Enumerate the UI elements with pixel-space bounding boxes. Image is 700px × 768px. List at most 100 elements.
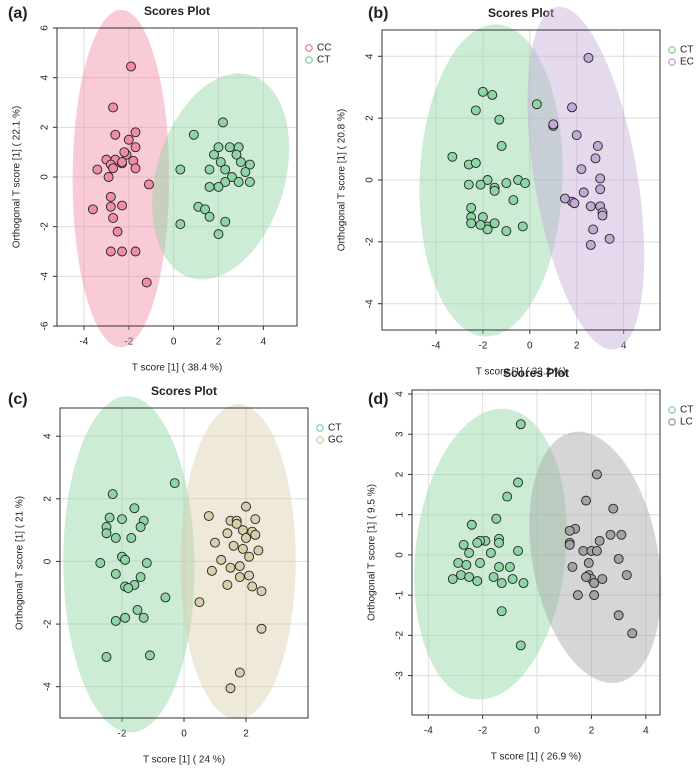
data-point [489,218,500,229]
data-point [141,558,152,568]
data-point [513,545,524,556]
chart-title: Scores Plot [144,4,210,18]
data-point [213,142,224,153]
data-point [144,179,154,190]
data-point [470,105,481,116]
data-point [517,221,528,232]
data-point [507,574,518,584]
data-point [204,211,215,222]
data-point [235,157,246,168]
data-point [494,114,505,125]
data-point [108,163,119,174]
data-point [222,528,233,539]
data-point [204,164,215,175]
data-point [482,224,493,235]
data-point [595,173,606,184]
confidence-ellipse [72,9,170,348]
data-point [244,177,255,187]
data-point [458,539,469,550]
data-point [597,210,608,221]
data-point [487,89,498,100]
x-axis-label: T score [1] ( 33.2 %) [476,367,566,378]
x-tick-label: 4 [261,337,267,348]
data-point [200,204,210,215]
data-point [591,545,602,556]
panel-label: (d) [368,391,388,408]
data-point [531,99,542,110]
x-axis-label: T score [1] ( 38.4 %) [132,363,222,374]
data-point [107,489,118,500]
y-tick-label: 3 [395,431,406,437]
data-point [135,522,146,532]
legend-label: EC [680,57,694,68]
data-point [496,141,507,151]
data-point [123,583,134,594]
data-point [241,532,251,543]
y-tick-label: 2 [365,115,376,121]
data-point [560,193,570,204]
data-point [508,195,519,206]
data-point [228,540,239,551]
data-point [588,224,599,235]
data-point [130,163,141,174]
data-point [613,553,624,564]
x-tick-label: -2 [478,341,487,352]
data-point [241,501,251,512]
data-point [227,172,237,182]
y-axis-label: Orthogonal T score [1] ( 21 %) [15,496,26,630]
data-point [595,184,606,195]
x-tick-label: 2 [589,726,595,737]
data-point [485,547,496,558]
data-point [108,102,119,113]
data-point [494,562,504,572]
y-tick-label: 0 [365,177,376,183]
legend-label: CC [317,43,331,54]
data-point [244,551,255,562]
data-point [489,185,500,196]
data-point [475,219,486,230]
data-point [590,153,601,164]
data-point [160,592,171,603]
data-point [101,651,112,662]
data-point [240,167,251,177]
y-tick-label: -3 [395,671,406,680]
data-point [605,529,616,540]
legend-marker [668,418,676,426]
data-point [105,246,116,257]
data-point [234,561,245,572]
y-tick-label: 4 [43,433,54,439]
data-point [581,572,591,582]
data-point [130,142,141,153]
y-tick-label: -2 [365,237,376,246]
data-point [455,570,466,580]
data-point [472,537,483,548]
data-point [169,478,180,489]
y-tick-label: 0 [43,558,54,564]
data-point [215,157,226,168]
legend-marker [305,44,313,52]
data-point [210,537,220,548]
legend-marker [316,436,324,444]
data-point [475,179,486,190]
data-point [578,187,589,198]
x-tick-label: 4 [643,726,649,737]
plot-frame [56,27,298,327]
data-point [477,86,488,97]
data-point [447,151,458,162]
data-point [256,586,267,597]
panel-label: (a) [8,5,28,22]
data-point [585,239,596,250]
data-point [589,578,600,589]
data-point [204,181,215,192]
data-point [104,512,115,523]
data-point [101,528,112,539]
data-point [466,519,477,530]
data-point [464,572,475,582]
x-tick-label: -2 [124,337,133,348]
data-point [105,201,116,212]
x-axis-label: T score [1] ( 24 %) [143,755,225,766]
data-point [213,181,224,192]
data-point [504,562,515,572]
y-tick-label: 4 [365,53,376,59]
